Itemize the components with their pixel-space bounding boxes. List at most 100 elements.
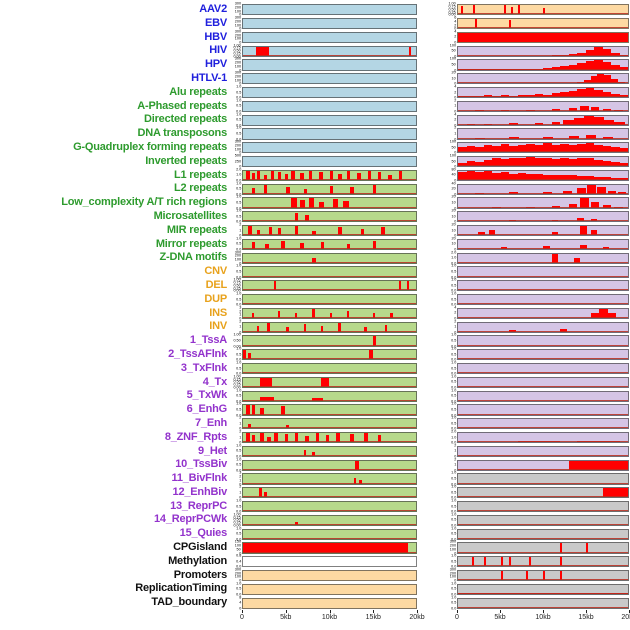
left-panel-yticks: 1.0 0.5 0.0: [230, 347, 242, 363]
data-bar: [551, 55, 560, 56]
data-bar: [312, 258, 316, 263]
data-bar: [611, 64, 620, 70]
right-panel: [457, 583, 629, 595]
ytick-label: 2: [453, 118, 456, 123]
left-panel: [242, 197, 417, 209]
data-bar: [503, 5, 506, 15]
data-bar: [255, 46, 269, 56]
left-panel: [242, 59, 417, 71]
ytick-label: 0.0: [450, 358, 456, 363]
ytick-label: 1.0: [235, 112, 241, 117]
data-bar: [594, 176, 603, 181]
right-panel-yticks: 300 200 100 0: [445, 568, 457, 583]
data-bar: [543, 94, 552, 98]
ytick-label: 0.75: [233, 515, 241, 520]
ytick-label: 50: [451, 145, 456, 150]
right-panel: [457, 266, 629, 278]
ytick-label: 0: [238, 82, 241, 87]
ytick-label: 0: [453, 123, 456, 128]
right-panel: [457, 556, 629, 568]
ytick-label: 4: [453, 19, 456, 24]
right-panel: [457, 252, 629, 264]
ytick-label: 300: [234, 57, 241, 62]
left-panel: [242, 114, 417, 126]
data-bar: [461, 6, 464, 15]
data-bar: [483, 159, 492, 167]
data-bar: [355, 460, 359, 470]
right-panel: [457, 142, 629, 154]
ytick-label: 0.5: [235, 394, 241, 399]
data-bar: [594, 117, 605, 125]
data-bar: [551, 158, 560, 167]
track-label: Z-DNA motifs: [159, 251, 228, 264]
ytick-label: 0.0: [235, 510, 241, 515]
right-panel: [457, 445, 629, 457]
right-panel-yticks: 300 200 100 0: [445, 540, 457, 556]
data-bar: [364, 327, 367, 332]
ytick-label: 300: [449, 540, 456, 545]
ytick-label: 300: [234, 16, 241, 20]
data-bar: [594, 89, 603, 98]
ytick-label: 0.5: [450, 352, 456, 357]
data-bar: [517, 173, 526, 181]
ytick-label: 2: [453, 35, 456, 40]
data-bar: [534, 145, 543, 153]
ytick-label: 0.5: [450, 270, 456, 274]
left-panel: [242, 376, 417, 388]
left-panel-yticks: 1.0 0.5 0.0: [230, 99, 242, 114]
ytick-label: 1.0: [450, 402, 456, 407]
ytick-label: 0.0: [235, 358, 241, 363]
ytick-label: 0.5: [235, 408, 241, 412]
ytick-label: 40: [451, 173, 456, 178]
track-row: DNA transposons 1.0 0.5 0.0 2 1 0: [0, 127, 630, 142]
data-bar: [590, 202, 600, 208]
right-panel: [457, 211, 629, 223]
ytick-label: 2: [238, 416, 241, 421]
left-panel: [242, 432, 417, 444]
ytick-label: 1.0: [235, 209, 241, 214]
data-bar: [260, 433, 264, 443]
track-label: 6_EnhG: [186, 403, 228, 416]
ytick-label: 0: [453, 82, 456, 87]
data-bar: [543, 157, 552, 167]
x-axis-tick: [329, 610, 331, 614]
data-bar: [509, 557, 512, 567]
ytick-label: 0.0: [235, 413, 241, 418]
ytick-label: 1.0: [450, 361, 456, 365]
data-bar: [590, 219, 598, 222]
track-row: Directed repeats 1.0 0.5 0.0 4 2 0: [0, 112, 630, 128]
ytick-label: 100: [449, 575, 456, 580]
data-bar: [568, 203, 577, 208]
ytick-label: 300: [449, 568, 456, 572]
ytick-label: 0.0: [235, 593, 241, 597]
left-panel: [242, 100, 417, 113]
ytick-label: 0.00: [233, 344, 241, 349]
right-panel: [457, 500, 629, 513]
data-bar: [398, 170, 403, 181]
data-bar: [509, 157, 518, 167]
left-panel: [242, 542, 417, 554]
data-bar: [260, 377, 273, 387]
track-label: MIR repeats: [166, 223, 227, 236]
right-panel: [457, 542, 629, 554]
data-bar: [517, 144, 526, 153]
ytick-label: 2: [238, 485, 241, 490]
data-bar: [510, 6, 513, 15]
ytick-label: 1.0: [450, 333, 456, 338]
data-bar: [580, 198, 589, 208]
data-bar: [320, 326, 324, 332]
data-bar: [267, 436, 271, 443]
right-panel-yticks: 100 50 0: [445, 154, 457, 169]
data-bar: [492, 146, 501, 153]
data-bar: [248, 226, 252, 236]
data-bar: [267, 322, 270, 332]
x-axis-spacer: [0, 610, 242, 625]
track-label: G-Quadruplex forming repeats: [73, 140, 227, 153]
ytick-label: 0.5: [235, 132, 241, 136]
data-bar: [251, 313, 255, 318]
ytick-label: 0.0: [450, 565, 456, 570]
data-bar: [475, 171, 484, 181]
x-axis-tick: [500, 610, 501, 614]
data-bar: [602, 108, 611, 112]
right-panel-yticks: 1.0 0.5 0.0: [445, 265, 457, 280]
